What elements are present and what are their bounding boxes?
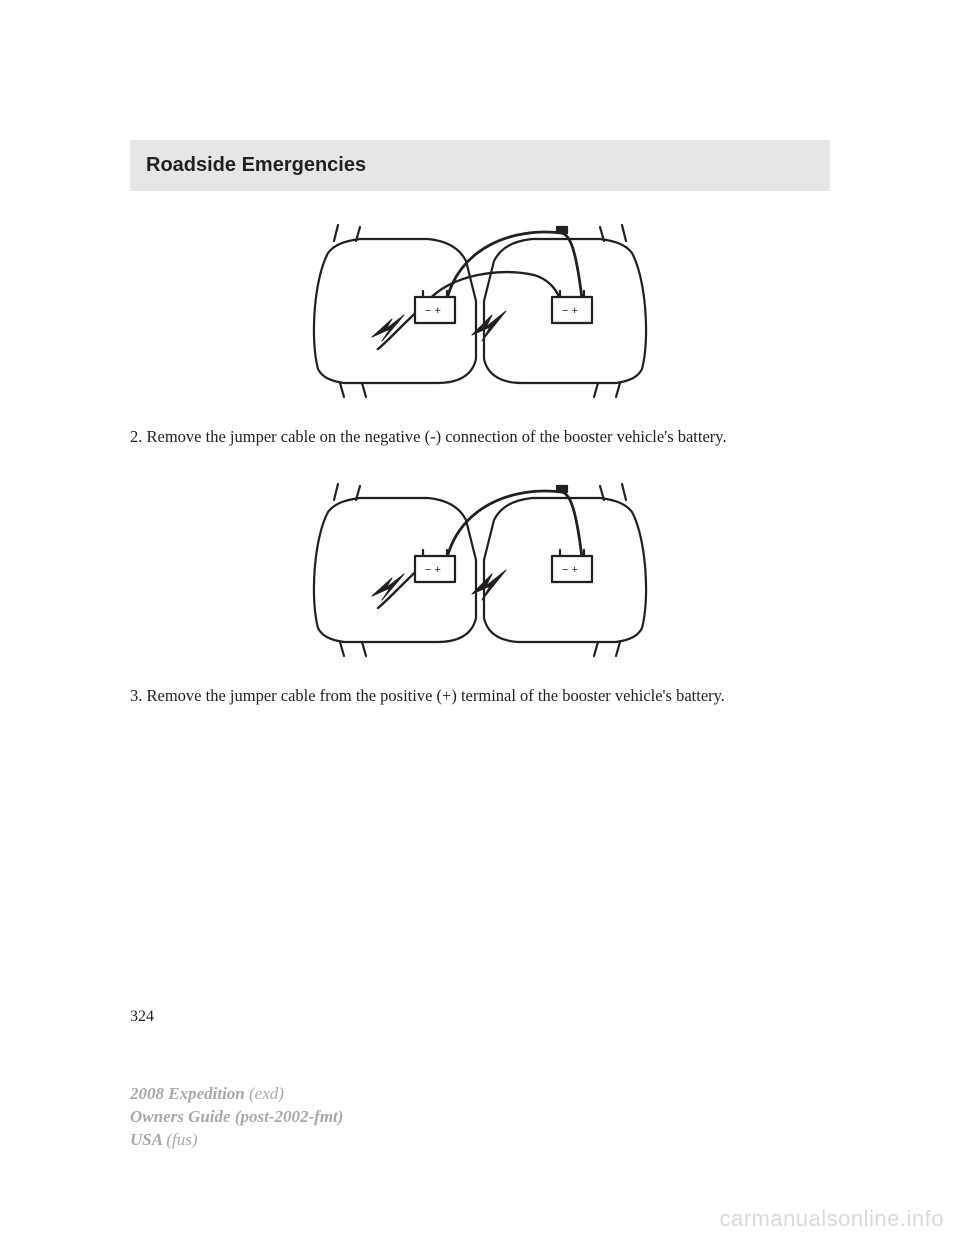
svg-text:− +: − + [425, 305, 441, 317]
diagram-1: − + − + [130, 219, 830, 404]
vehicle-code: (exd) [249, 1084, 284, 1103]
svg-text:− +: − + [562, 564, 578, 576]
jumper-diagram-2: − + − + [300, 478, 660, 658]
section-title: Roadside Emergencies [146, 154, 814, 177]
region-code: (fus) [166, 1130, 197, 1149]
step-3-text: 3. Remove the jumper cable from the posi… [130, 685, 830, 707]
page-number: 324 [130, 1008, 830, 1026]
region: USA [130, 1130, 166, 1149]
diagram-2: − + − + [130, 478, 830, 663]
page-container: Roadside Emergencies [0, 0, 960, 1026]
watermark: carmanualsonline.info [719, 1206, 944, 1232]
footer-line-2: Owners Guide (post-2002-fmt) [130, 1106, 343, 1129]
vehicle-model: 2008 Expedition [130, 1084, 249, 1103]
footer: 2008 Expedition (exd) Owners Guide (post… [130, 1083, 343, 1152]
svg-text:− +: − + [562, 305, 578, 317]
footer-line-1: 2008 Expedition (exd) [130, 1083, 343, 1106]
footer-line-3: USA (fus) [130, 1129, 343, 1152]
svg-text:− +: − + [425, 564, 441, 576]
step-2-text: 2. Remove the jumper cable on the negati… [130, 426, 830, 448]
section-header-bar: Roadside Emergencies [130, 140, 830, 191]
jumper-diagram-1: − + − + [300, 219, 660, 399]
